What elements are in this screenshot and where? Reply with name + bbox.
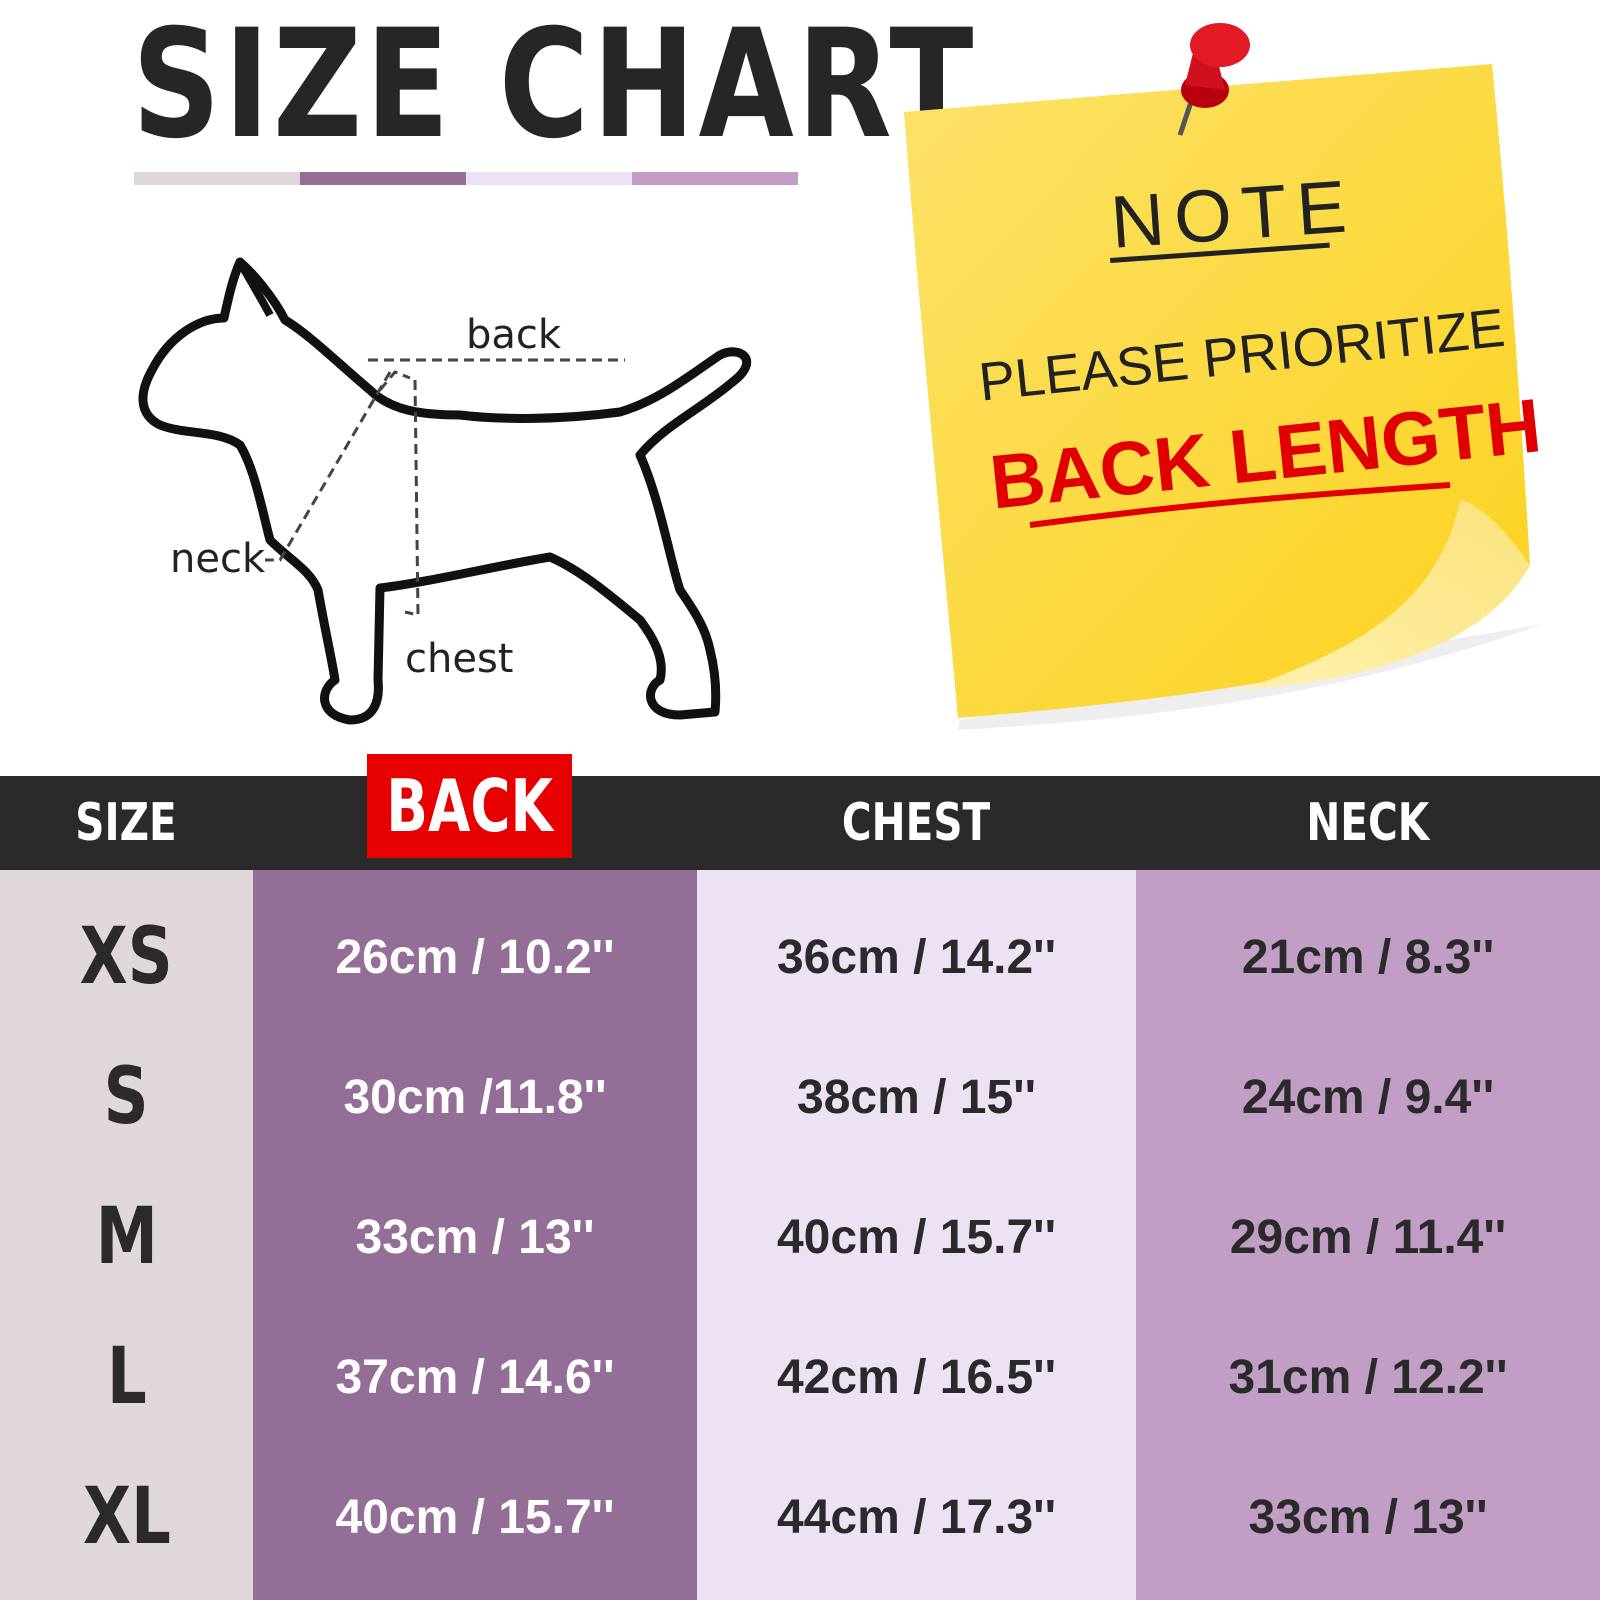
chest-cell: 40cm / 15.7'' xyxy=(776,1210,1057,1264)
page-title: SIZE CHART xyxy=(132,0,977,172)
neck-cell: 21cm / 8.3'' xyxy=(1241,930,1495,984)
chest-cell: 44cm / 17.3'' xyxy=(776,1490,1057,1544)
neck-cell: 24cm / 9.4'' xyxy=(1241,1070,1495,1124)
size-cell: M xyxy=(95,1192,158,1282)
back-cell: 26cm / 10.2'' xyxy=(335,930,615,984)
color-swatch xyxy=(632,172,798,185)
chest-cell: 42cm / 16.5'' xyxy=(776,1350,1057,1404)
back-cell: 30cm /11.8'' xyxy=(343,1070,607,1124)
header-back: BACK xyxy=(367,754,572,858)
note-curl xyxy=(1240,500,1530,690)
size-column: XS S M L XL xyxy=(0,870,253,1600)
title-color-bar xyxy=(134,172,798,185)
back-cell: 33cm / 13'' xyxy=(355,1210,595,1264)
color-swatch xyxy=(466,172,632,185)
back-cell: 40cm / 15.7'' xyxy=(335,1490,615,1544)
header-size: SIZE xyxy=(75,793,178,853)
neck-label: neck xyxy=(170,536,266,582)
neck-cell: 29cm / 11.4'' xyxy=(1229,1210,1507,1264)
neck-measure-line xyxy=(265,371,392,562)
color-swatch xyxy=(300,172,466,185)
size-cell: L xyxy=(106,1332,147,1422)
neck-cell: 31cm / 12.2'' xyxy=(1228,1350,1508,1404)
pushpin-icon xyxy=(1177,23,1250,136)
color-swatch xyxy=(134,172,300,185)
chest-measure-line xyxy=(404,379,420,617)
back-cell: 37cm / 14.6'' xyxy=(335,1350,615,1404)
sticky-note xyxy=(904,23,1540,730)
dog-measurement-diagram: back neck chest xyxy=(138,257,752,725)
note-paper xyxy=(904,64,1530,718)
chest-cell: 38cm / 15'' xyxy=(797,1070,1036,1124)
header-chest: CHEST xyxy=(842,793,991,853)
back-label: back xyxy=(466,312,562,358)
dog-outline xyxy=(138,257,752,725)
header-neck: NECK xyxy=(1306,793,1430,853)
size-cell: XL xyxy=(82,1472,171,1562)
size-cell: XS xyxy=(79,912,174,1002)
table-header xyxy=(0,776,1600,870)
chest-column: 36cm / 14.2'' 38cm / 15'' 40cm / 15.7'' … xyxy=(697,870,1136,1600)
size-cell: S xyxy=(104,1052,149,1142)
chest-label: chest xyxy=(405,636,513,682)
neck-column: 21cm / 8.3'' 24cm / 9.4'' 29cm / 11.4'' … xyxy=(1136,870,1600,1600)
neck-cell: 33cm / 13'' xyxy=(1248,1490,1488,1544)
chest-cell: 36cm / 14.2'' xyxy=(776,930,1057,984)
back-column: 26cm / 10.2'' 30cm /11.8'' 33cm / 13'' 3… xyxy=(253,870,697,1600)
